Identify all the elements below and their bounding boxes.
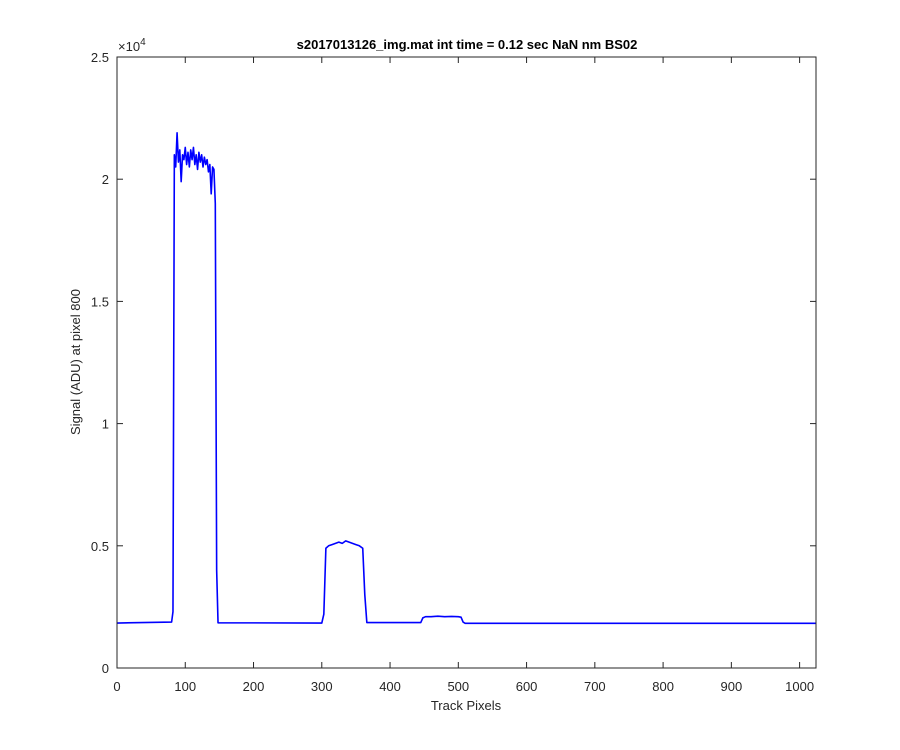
x-tick-label: 300	[311, 679, 333, 694]
plot-frame	[116, 56, 817, 669]
y-exponent-label: ×104	[118, 37, 146, 54]
ticks-layer: 0 100 200 300 400 500 600 700 800 900 1000 0 0.5 1 1.5…	[91, 50, 816, 694]
x-tick-label: 900	[721, 679, 743, 694]
y-exponent-power: 4	[140, 37, 146, 48]
x-tick-label: 800	[652, 679, 674, 694]
y-tick-label: 0	[102, 661, 109, 676]
x-tick-label: 500	[447, 679, 469, 694]
x-tick-label: 200	[243, 679, 265, 694]
x-tick-label: 400	[379, 679, 401, 694]
y-exponent-base: ×10	[118, 39, 140, 54]
y-tick-label: 2	[102, 172, 109, 187]
chart-title: s2017013126_img.mat int time = 0.12 sec …	[297, 37, 638, 52]
y-axis-label: Signal (ADU) at pixel 800	[68, 289, 83, 435]
x-tick-label: 100	[174, 679, 196, 694]
x-tick-label: 600	[516, 679, 538, 694]
y-tick-label: 1.5	[91, 294, 109, 309]
series-line-0	[116, 131, 816, 625]
x-tick-label: 700	[584, 679, 606, 694]
x-tick-label: 1000	[785, 679, 814, 694]
series-layer	[116, 131, 816, 625]
y-tick-label: 1	[102, 417, 109, 432]
y-tick-label: 2.5	[91, 50, 109, 65]
x-tick-label: 0	[113, 679, 120, 694]
y-tick-label: 0.5	[91, 539, 109, 554]
plot-area	[117, 57, 816, 668]
x-axis-label: Track Pixels	[431, 698, 502, 713]
